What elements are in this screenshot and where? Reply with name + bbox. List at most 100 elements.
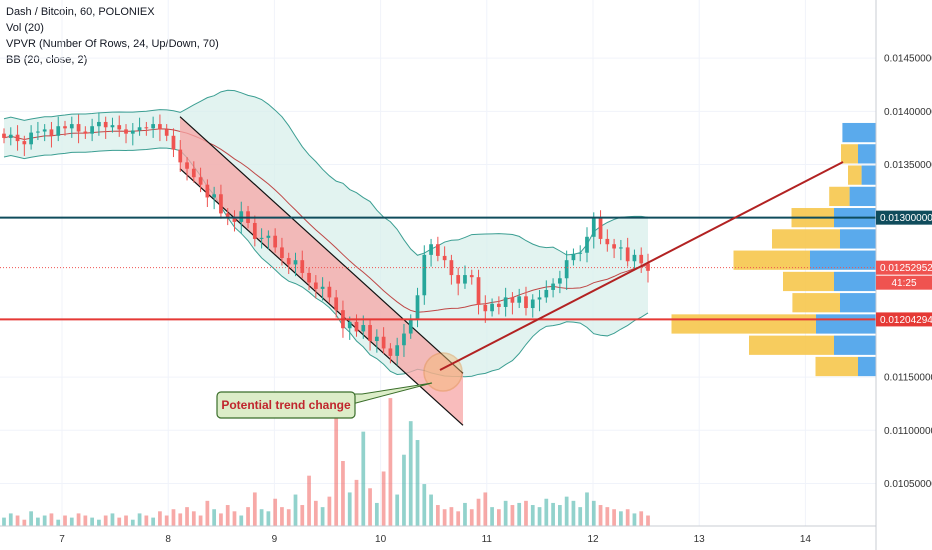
- legend-bollinger[interactable]: BB (20, close, 2): [6, 54, 88, 66]
- candle-body: [103, 121, 108, 128]
- volume-bar: [524, 500, 528, 526]
- price-tag-label: 0.01204294: [880, 315, 932, 326]
- candle-body: [598, 217, 603, 239]
- candle-body: [537, 297, 542, 300]
- volume-bar: [354, 479, 359, 526]
- candle-body: [151, 124, 156, 129]
- volume-bar: [29, 511, 33, 526]
- bollinger-fill: [4, 90, 648, 377]
- candle-body: [307, 272, 311, 283]
- candle-body: [144, 127, 149, 129]
- volume-bar: [225, 505, 230, 526]
- volume-bar: [22, 519, 27, 526]
- volume-bar: [564, 496, 569, 526]
- channel-fill: [180, 116, 463, 426]
- candle-body: [164, 129, 169, 136]
- trend-line[interactable]: [439, 161, 844, 371]
- volume-bar: [585, 492, 589, 526]
- volume-bar: [300, 505, 305, 526]
- callout-box[interactable]: [216, 391, 356, 419]
- candle-body: [56, 126, 61, 136]
- volume-bar: [551, 502, 555, 526]
- candle-body: [83, 131, 88, 134]
- volume-bar: [341, 461, 345, 526]
- candle-body: [442, 255, 447, 261]
- volume-bar: [252, 492, 257, 526]
- volume-bar: [273, 498, 278, 526]
- volume-bar: [578, 507, 583, 526]
- legend-vpvr[interactable]: VPVR (Number Of Rows, 24, Up/Down, 70): [6, 38, 219, 50]
- volume-bar: [97, 519, 101, 526]
- candle-body: [591, 217, 596, 237]
- volume-bar: [510, 505, 515, 526]
- bollinger-lower: [3, 147, 649, 378]
- volume-bar: [280, 507, 284, 526]
- vpvr-down-bar: [840, 229, 876, 249]
- candle-body: [429, 244, 433, 255]
- candle-body: [558, 278, 562, 284]
- candle-body: [327, 286, 332, 298]
- horizontal-levels[interactable]: [0, 216, 876, 321]
- volume-bar: [103, 515, 108, 526]
- vpvr-up-bar: [792, 293, 840, 313]
- volume-bar: [8, 513, 13, 526]
- volume-bar: [49, 513, 54, 526]
- y-tick-label: 0.01050000: [884, 479, 932, 490]
- candle-body: [15, 134, 20, 142]
- volume-bar: [442, 509, 447, 526]
- legend-volume[interactable]: Vol (20): [6, 22, 44, 34]
- volume-bar: [374, 502, 379, 526]
- candle-body: [639, 254, 644, 264]
- volume-bar: [408, 421, 413, 526]
- volume-bar: [90, 517, 94, 526]
- candle-body: [110, 125, 115, 128]
- price-tag: [876, 210, 932, 225]
- x-tick-label: 8: [165, 534, 171, 545]
- vpvr-up-bar: [749, 335, 834, 355]
- candle-body: [564, 260, 569, 279]
- x-tick-label: 10: [375, 534, 387, 545]
- legend-symbol[interactable]: Dash / Bitcoin, 60, POLONIEX: [6, 6, 155, 18]
- candle-body: [117, 125, 122, 130]
- channel-upper-line: [179, 116, 464, 374]
- volume-bar: [164, 515, 169, 526]
- candle-body: [530, 299, 535, 309]
- volume-bar: [219, 513, 223, 526]
- vpvr-down-bar: [810, 250, 876, 270]
- candle-body: [388, 348, 393, 356]
- x-tick-label: 7: [59, 534, 65, 545]
- candle-body: [36, 131, 40, 133]
- candle-body: [605, 238, 610, 245]
- vpvr-down-bar: [834, 335, 876, 355]
- candle-body: [225, 213, 230, 218]
- volume-bar: [334, 396, 339, 526]
- vpvr-up-bar: [671, 314, 816, 334]
- candle-body: [178, 149, 183, 163]
- volume-bar: [36, 517, 40, 526]
- candle-body: [435, 244, 440, 256]
- candle-body: [219, 194, 223, 214]
- candle-body: [42, 129, 47, 132]
- candle-body: [300, 260, 305, 273]
- candle-body: [232, 217, 237, 222]
- annotation-callout[interactable]: Potential trend change: [216, 382, 433, 419]
- descending-channel[interactable]: [179, 116, 464, 426]
- volume-bar: [503, 500, 508, 526]
- volume-bar: [483, 492, 488, 526]
- bollinger-bands: [3, 89, 649, 378]
- vpvr-down-bar: [858, 144, 876, 164]
- chart-legend: Dash / Bitcoin, 60, POLONIEX Vol (20) VP…: [6, 4, 219, 68]
- y-tick-label: 0.01100000: [884, 426, 932, 437]
- volume-bar: [558, 505, 562, 526]
- volume-bars: [2, 396, 650, 526]
- volume-profile: [671, 122, 876, 377]
- volume-bar: [646, 515, 650, 526]
- candle-body: [612, 244, 616, 249]
- countdown-tag: [876, 275, 932, 290]
- candle-body: [239, 211, 244, 222]
- vpvr-up-bar: [841, 144, 858, 164]
- candle-body: [517, 296, 522, 303]
- candle-body: [29, 132, 33, 145]
- volume-bar: [368, 488, 372, 526]
